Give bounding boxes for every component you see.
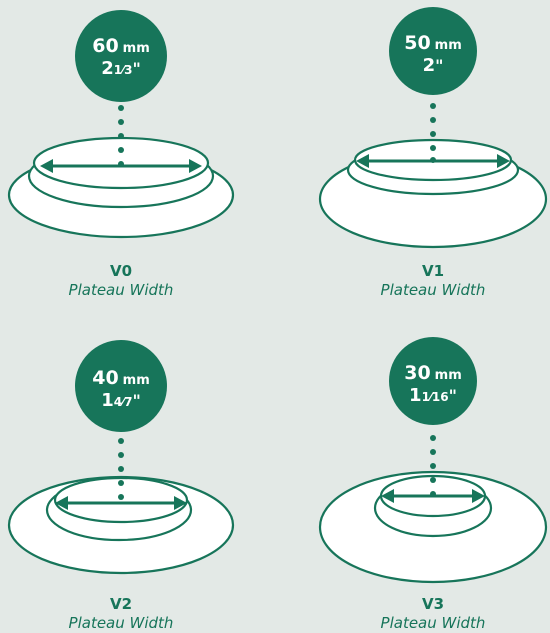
variant-v3: 30 mm 11⁄16" bbox=[318, 337, 548, 584]
v2-width-arrow bbox=[55, 496, 187, 510]
v1-variant-label: V1 bbox=[421, 262, 445, 280]
variant-v1: 50 mm 2" bbox=[318, 7, 548, 249]
v2-caption: V2 Plateau Width bbox=[11, 595, 231, 633]
v1-imperial-label: 2" bbox=[423, 55, 444, 76]
v1-subtitle: Plateau Width bbox=[380, 281, 486, 299]
v0-dotted-leader bbox=[118, 105, 124, 167]
v3-imperial-label: 11⁄16" bbox=[409, 385, 457, 406]
v0-metric-label: 60 mm bbox=[92, 35, 150, 57]
variant-v0: 60 mm 21⁄3" bbox=[7, 10, 235, 239]
v0-caption: V0 Plateau Width bbox=[11, 262, 231, 300]
v3-caption: V3 Plateau Width bbox=[323, 595, 543, 633]
v2-subtitle: Plateau Width bbox=[68, 614, 174, 632]
v2-imperial-label: 14⁄7" bbox=[101, 390, 141, 411]
v1-size-bubble: 50 mm 2" bbox=[389, 7, 477, 95]
v0-subtitle: Plateau Width bbox=[68, 281, 174, 299]
v2-metric-label: 40 mm bbox=[92, 367, 150, 389]
v3-metric-label: 30 mm bbox=[404, 362, 462, 384]
v0-size-bubble: 60 mm 21⁄3" bbox=[75, 10, 167, 102]
v1-dotted-leader bbox=[430, 103, 436, 163]
v2-variant-label: V2 bbox=[109, 595, 133, 613]
v3-variant-label: V3 bbox=[421, 595, 445, 613]
v1-caption: V1 Plateau Width bbox=[323, 262, 543, 300]
variant-v2: 40 mm 14⁄7" bbox=[7, 340, 235, 575]
v3-dotted-leader bbox=[430, 435, 436, 497]
v0-variant-label: V0 bbox=[109, 262, 133, 280]
v3-size-bubble: 30 mm 11⁄16" bbox=[389, 337, 477, 425]
v2-size-bubble: 40 mm 14⁄7" bbox=[75, 340, 167, 432]
v2-dotted-leader bbox=[118, 438, 124, 500]
v3-subtitle: Plateau Width bbox=[380, 614, 486, 632]
v1-metric-label: 50 mm bbox=[404, 32, 462, 54]
v0-imperial-label: 21⁄3" bbox=[101, 58, 141, 79]
